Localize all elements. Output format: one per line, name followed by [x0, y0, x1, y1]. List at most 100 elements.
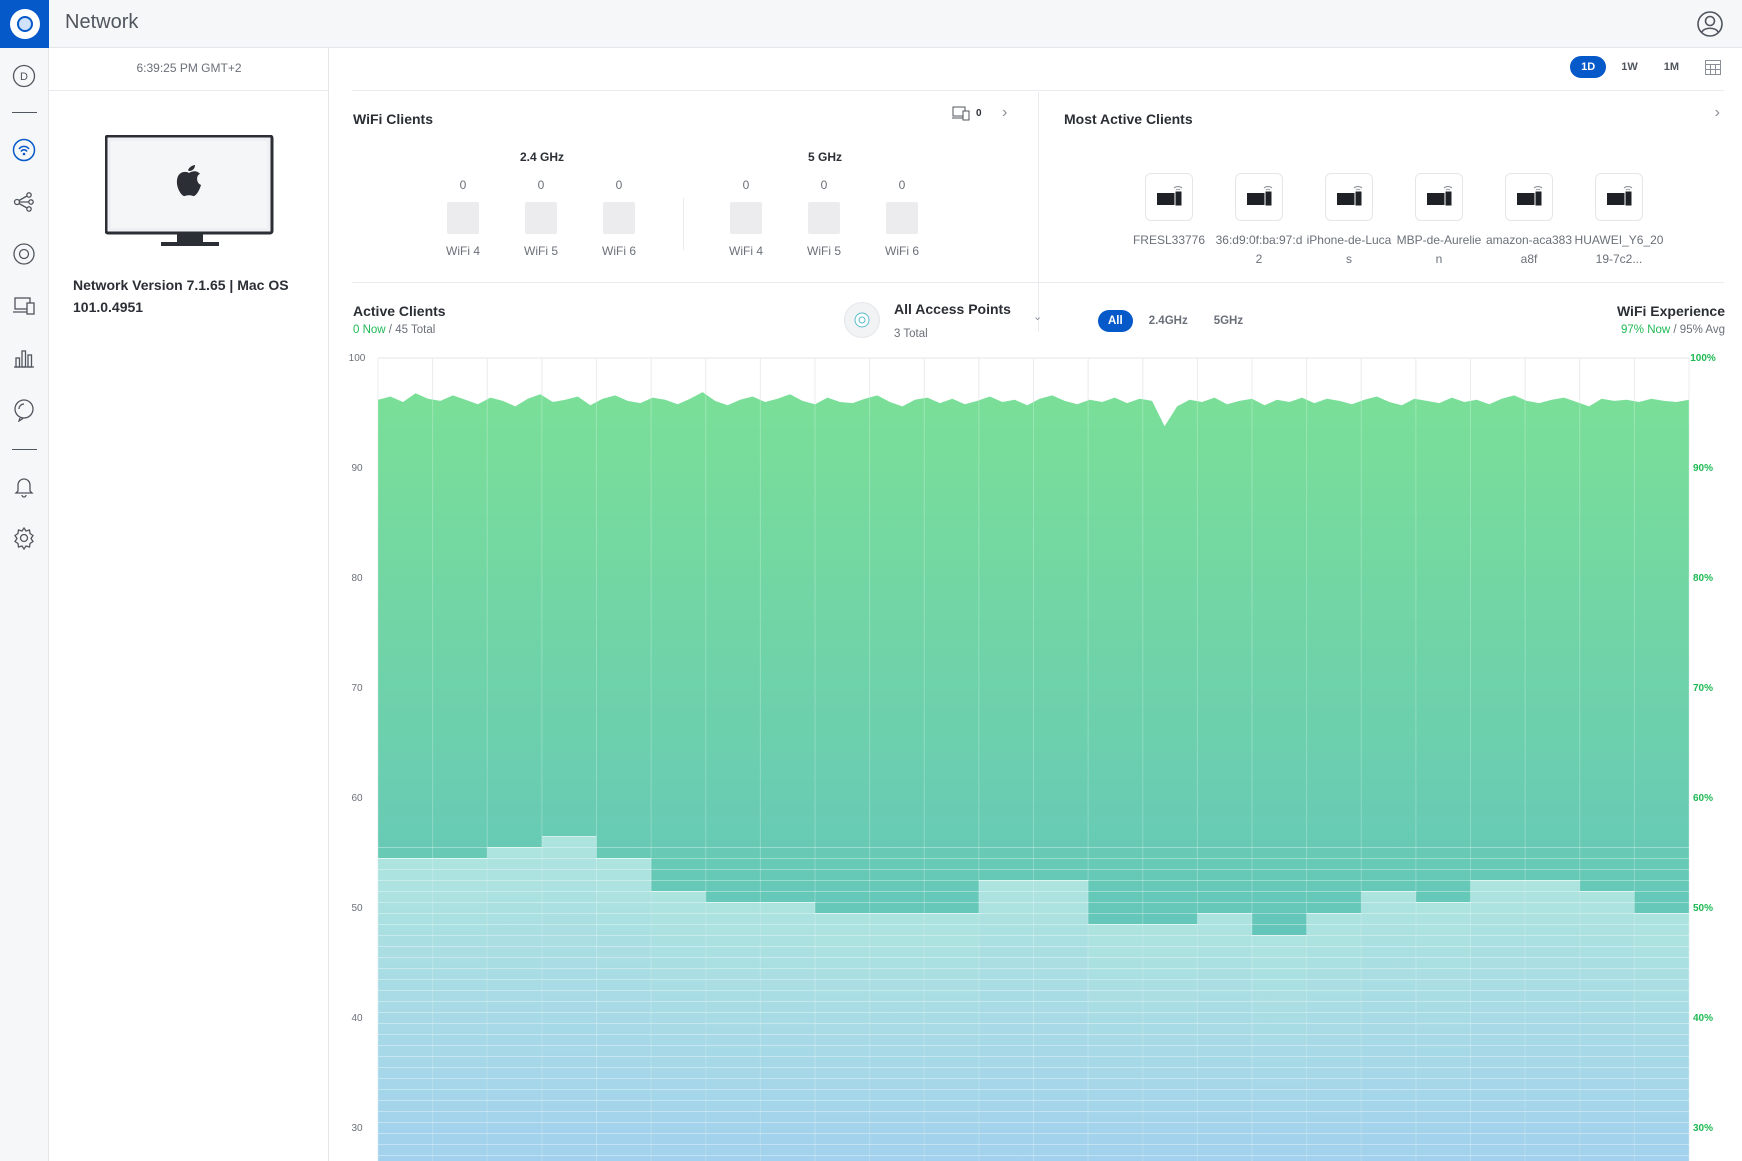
most-active-clients-title: Most Active Clients — [1064, 111, 1193, 127]
active-clients-bar — [432, 858, 488, 1161]
active-clients-bar — [378, 858, 433, 1161]
client-item[interactable]: 36:d9:0f:ba:97:d2 — [1214, 173, 1304, 269]
client-item[interactable]: FRESL33776 — [1124, 173, 1214, 250]
active-clients-bar — [924, 913, 979, 1161]
y-axis-right-tick: 100% — [1690, 353, 1716, 364]
client-name: amazon-aca383a8f — [1485, 233, 1573, 266]
main-content: 1D 1W 1M WiFi Clients 0 › 2.4 GHz 0 WiFi… — [330, 48, 1742, 1161]
app-logo[interactable] — [0, 0, 49, 48]
nav-insights-icon[interactable] — [11, 397, 37, 423]
band-filter-all[interactable]: All — [1098, 310, 1133, 332]
band-filter-2-4ghz[interactable]: 2.4GHz — [1148, 315, 1188, 327]
nav-wifi-icon[interactable] — [11, 137, 37, 163]
nav-dashboard-icon[interactable]: D — [11, 63, 37, 89]
devices-icon — [952, 106, 970, 121]
range-tab-1m[interactable]: 1M — [1663, 61, 1679, 73]
user-avatar-icon[interactable] — [1696, 10, 1724, 38]
y-axis-right-tick: 90% — [1693, 463, 1713, 474]
range-tab-1d[interactable]: 1D — [1570, 56, 1607, 78]
time-range-tabs: 1D 1W 1M — [1570, 56, 1722, 78]
client-device-icon — [1325, 173, 1373, 221]
client-item[interactable]: iPhone-de-Lucas — [1304, 173, 1394, 269]
apple-logo-icon — [176, 165, 201, 197]
chevron-right-icon[interactable]: › — [1714, 104, 1720, 121]
client-item[interactable]: amazon-aca383a8f — [1484, 173, 1574, 269]
section-divider — [1038, 92, 1039, 332]
active-clients-bar — [1306, 913, 1362, 1161]
active-clients-bar — [1033, 880, 1089, 1161]
active-clients-bar — [1470, 880, 1526, 1161]
active-clients-title: Active Clients — [353, 303, 446, 319]
nav-clients-icon[interactable] — [11, 293, 37, 319]
wifi-standard-box — [447, 202, 479, 234]
access-point-selector[interactable]: All Access Points — [894, 301, 1011, 317]
client-item[interactable]: HUAWEI_Y6_2019-7c2... — [1574, 173, 1664, 269]
active-clients-bar — [815, 913, 870, 1161]
y-axis-right-tick: 60% — [1693, 793, 1713, 804]
active-clients-bar — [869, 913, 925, 1161]
wifi-standard-box — [886, 202, 918, 234]
nav-notifications-icon[interactable] — [11, 473, 37, 499]
wifi-standard-box — [525, 202, 557, 234]
nav-divider — [12, 449, 37, 450]
client-name: HUAWEI_Y6_2019-7c2... — [1574, 233, 1664, 266]
logo-icon — [9, 9, 40, 39]
wifi-experience-now: 97% Now — [1621, 324, 1671, 336]
wifi-standard-box — [603, 202, 635, 234]
band-title: 2.4 GHz — [519, 150, 564, 164]
active-clients-bar — [1579, 891, 1635, 1161]
active-clients-bar — [487, 847, 542, 1161]
active-clients-bar — [1361, 891, 1416, 1161]
nav-topology-icon[interactable] — [11, 189, 37, 215]
wifi-devices-count[interactable]: 0 — [952, 106, 982, 121]
nav-divider — [12, 112, 37, 113]
left-nav: D — [0, 48, 49, 1161]
active-clients-bar — [760, 902, 815, 1161]
app-title: Network — [65, 11, 139, 33]
client-item[interactable]: MBP-de-Aurelien — [1394, 173, 1484, 269]
mac-monitor-image — [105, 135, 274, 246]
wifi-standard: 0 WiFi 5 — [524, 178, 558, 258]
wifi-clients-title: WiFi Clients — [353, 111, 433, 127]
activity-chart: 100 90 80 70 60 50 40 30 100% 90% 80% 70% 60% 50% 40% 3… — [349, 353, 1716, 1161]
wifi-experience-stats: 97% Now / 95% Avg — [1621, 324, 1725, 336]
active-clients-bar — [1142, 924, 1198, 1161]
band-divider — [683, 198, 684, 250]
wifi-devices-count-value: 0 — [976, 108, 982, 119]
wifi-standard: 0 WiFi 6 — [885, 178, 919, 258]
y-axis-right-tick: 50% — [1693, 903, 1713, 914]
active-clients-stats: 0 Now / 45 Total — [353, 324, 435, 336]
y-axis-right-tick: 70% — [1693, 683, 1713, 694]
active-clients-bar — [1634, 913, 1689, 1161]
client-device-icon — [1145, 173, 1193, 221]
band-filter-5ghz[interactable]: 5GHz — [1213, 315, 1244, 327]
access-point-icon[interactable] — [844, 302, 880, 338]
band-filter: All 2.4GHz 5GHz — [1098, 310, 1253, 332]
nav-devices-icon[interactable] — [11, 241, 37, 267]
wifi-experience-avg: / 95% Avg — [1670, 324, 1725, 336]
client-name: MBP-de-Aurelien — [1396, 233, 1482, 266]
wifi-standard-box — [730, 202, 762, 234]
active-clients-bar — [978, 880, 1034, 1161]
active-clients-total: / 45 Total — [385, 324, 436, 336]
device-version: Network Version 7.1.65 | Mac OS 101.0.49… — [73, 277, 289, 315]
client-device-icon — [1235, 173, 1283, 221]
device-panel: 6:39:25 PM GMT+2 Network Version 7.1.65 … — [49, 48, 329, 1161]
client-device-icon — [1415, 173, 1463, 221]
range-tab-1w[interactable]: 1W — [1621, 61, 1638, 73]
chevron-right-icon[interactable]: › — [1002, 104, 1008, 121]
client-name: iPhone-de-Lucas — [1306, 233, 1392, 266]
divider — [352, 282, 1724, 283]
top-bar: Network — [0, 0, 1742, 48]
calendar-icon[interactable] — [1704, 58, 1722, 76]
y-axis-right-tick: 80% — [1693, 573, 1713, 584]
y-axis-right-tick: 30% — [1693, 1123, 1713, 1134]
chevron-down-icon[interactable]: ⌄ — [1033, 311, 1043, 323]
y-axis-left-tick: 60 — [351, 793, 363, 804]
y-axis-left-tick: 70 — [351, 683, 363, 694]
active-clients-bar — [596, 858, 652, 1161]
active-clients-bar — [651, 891, 706, 1161]
nav-settings-icon[interactable] — [11, 525, 37, 551]
nav-statistics-icon[interactable] — [11, 345, 37, 371]
y-axis-left-tick: 30 — [351, 1123, 363, 1134]
